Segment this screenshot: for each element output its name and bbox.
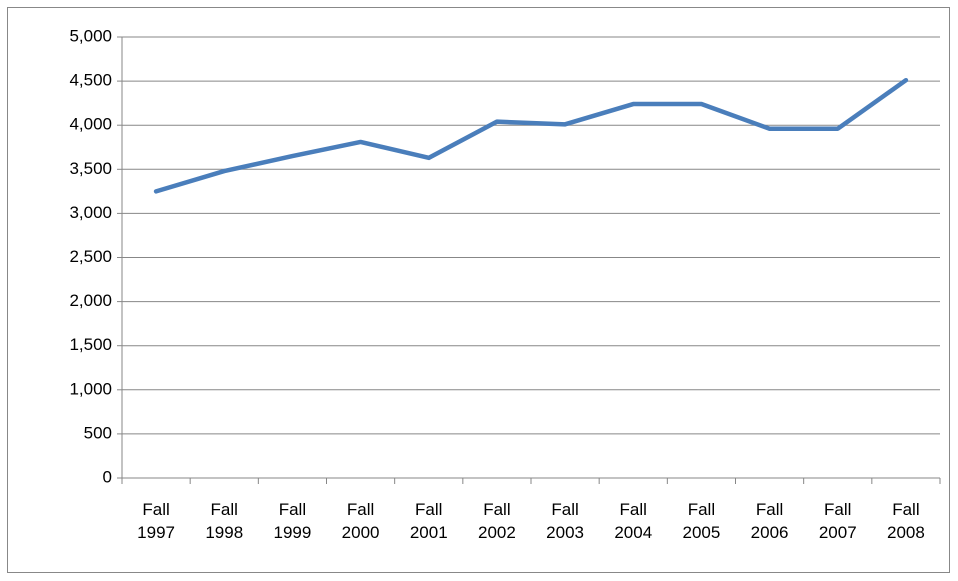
y-tick-label: 4,500	[69, 71, 112, 90]
x-tick-label: Fall 2002	[477, 500, 516, 542]
x-tick-label: Fall 2007	[818, 500, 857, 542]
y-tick-label: 3,000	[69, 203, 112, 222]
x-tick-label: Fall 2008	[886, 500, 925, 542]
y-tick-label: 2,000	[69, 291, 112, 310]
chart-border	[7, 7, 950, 573]
y-tick-label: 0	[103, 467, 112, 486]
x-tick-label: Fall 1998	[205, 500, 244, 542]
y-tick-label: 2,500	[69, 247, 112, 266]
x-tick-label: Fall 2001	[409, 500, 448, 542]
x-tick-label: Fall 1997	[137, 500, 175, 542]
y-tick-label: 1,000	[69, 379, 112, 398]
data-line	[153, 77, 909, 194]
x-tick-label: Fall 2005	[682, 500, 721, 542]
y-tick-label: 4,000	[69, 115, 112, 134]
x-tick-label: Fall 1999	[273, 500, 312, 542]
x-tick-label: Fall 2006	[750, 500, 789, 542]
y-tick-label: 500	[84, 423, 112, 442]
y-tick-label: 1,500	[69, 335, 112, 354]
x-tick-label: Fall 2003	[546, 500, 584, 542]
x-tick-label: Fall 2000	[341, 500, 380, 542]
y-tick-label: 3,500	[69, 159, 112, 178]
x-tick-label: Fall 2004	[614, 500, 653, 542]
y-tick-label: 5,000	[69, 26, 112, 45]
